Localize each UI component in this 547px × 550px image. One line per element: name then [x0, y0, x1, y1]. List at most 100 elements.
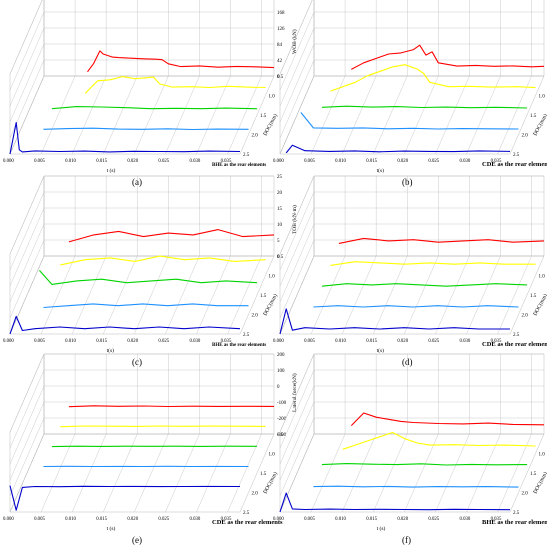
z-gridline-side — [279, 417, 315, 497]
depth-tick-label: 1.0 — [539, 95, 546, 100]
z-tick-label: 84 — [277, 43, 283, 48]
series-line-doc-2-0 — [313, 485, 519, 488]
series-line-doc-1-5 — [321, 283, 528, 287]
x-tick-label: 0.000 — [3, 339, 14, 344]
z-gridline-side — [279, 353, 315, 433]
z-gridline-side — [279, 175, 315, 255]
x-tick-label: 0.020 — [397, 339, 408, 344]
depth-tick-label: 0.5 — [277, 433, 284, 438]
x-gridline — [497, 255, 532, 335]
z-gridline-side — [9, 369, 45, 449]
z-tick-label: 100 — [277, 369, 285, 374]
x-gridline — [71, 433, 107, 513]
x-gridline — [466, 433, 501, 513]
floor-plane — [9, 75, 275, 155]
x-gridline — [134, 255, 169, 335]
x-axis-label: t (s) — [107, 525, 116, 532]
x-gridline — [310, 255, 346, 335]
z-gridline-side — [9, 223, 45, 303]
series-line-doc-2-5 — [279, 492, 511, 513]
panel-label: (e) — [132, 535, 142, 545]
x-gridline — [40, 433, 76, 513]
series-line-doc-1-5 — [321, 105, 528, 109]
z-tick-label: -200 — [277, 417, 287, 422]
z-gridline-side — [9, 0, 43, 75]
z-tick-label: -100 — [277, 401, 287, 406]
panel-label: (f) — [402, 535, 411, 545]
back-wall — [313, 353, 545, 435]
x-gridline — [310, 433, 346, 513]
panel-label: (a) — [132, 177, 142, 187]
z-gridline-side — [279, 191, 315, 271]
back-wall — [43, 175, 275, 257]
rear-elements-note: CDE as the rear elements — [212, 519, 283, 526]
series-line-doc-0-5 — [68, 229, 275, 243]
x-tick-label: 0.030 — [459, 517, 470, 522]
x-gridline — [435, 433, 470, 513]
x-gridline — [435, 255, 470, 335]
z-tick-label: 0 — [277, 75, 280, 80]
x-axis-label: t (s) — [107, 167, 116, 174]
x-gridline — [134, 75, 169, 155]
x-axis-label: t(s) — [377, 347, 385, 354]
depth-tick-label: 2.0 — [252, 492, 259, 497]
x-gridline — [227, 433, 262, 513]
chart-panel-6: 042841261682100.0000.0050.0100.0150.0200… — [273, 353, 547, 545]
series-line-doc-0-5 — [351, 44, 545, 70]
x-tick-label: 0.035 — [221, 339, 232, 344]
x-gridline — [373, 255, 408, 335]
x-tick-label: 0.030 — [189, 517, 200, 522]
x-tick-label: 0.030 — [189, 339, 200, 344]
z-gridline-side — [279, 223, 315, 303]
series-line-doc-1-0 — [60, 425, 266, 428]
x-tick-label: 0.015 — [96, 339, 107, 344]
x-gridline — [466, 75, 501, 155]
x-gridline — [165, 255, 200, 335]
depth-tick-label: 2.5 — [243, 333, 250, 338]
x-axis-label: t (s) — [377, 525, 386, 532]
z-axis-label: TOB (kN·m) — [291, 205, 298, 234]
depth-tick-label: 2.0 — [522, 492, 529, 497]
x-tick-label: 0.025 — [428, 159, 439, 164]
depth-tick-label: 2.5 — [513, 153, 520, 158]
x-tick-label: 0.005 — [34, 159, 45, 164]
x-gridline — [497, 433, 532, 513]
series-line-doc-1-0 — [84, 76, 266, 94]
z-gridline-side — [9, 43, 45, 123]
x-gridline — [341, 75, 377, 155]
z-gridline-side — [279, 0, 313, 75]
z-gridline-side — [9, 207, 45, 287]
z-axis-label: WOB (kN) — [291, 29, 298, 54]
depth-tick-label: 2.0 — [522, 134, 529, 139]
x-tick-label: 0.015 — [366, 339, 377, 344]
x-tick-label: 0.010 — [335, 517, 346, 522]
z-gridline-side — [279, 27, 315, 107]
chart-panel-5: -300 -200 -100 0 100 200 0.000 0.005 0.010 0.015 0… — [3, 353, 298, 545]
x-tick-label: 0.010 — [65, 517, 76, 522]
depth-tick-label: 1.0 — [269, 95, 276, 100]
series-line-doc-2-0 — [43, 303, 249, 309]
x-tick-label: 0.015 — [366, 159, 377, 164]
x-gridline — [103, 255, 138, 335]
series-line-doc-2-0 — [43, 127, 249, 131]
x-gridline — [196, 75, 231, 155]
x-gridline — [196, 255, 231, 335]
x-gridline — [9, 255, 45, 335]
depth-tick-label: 1.5 — [530, 472, 537, 477]
floor-plane — [279, 255, 545, 335]
z-gridline-side — [279, 369, 315, 449]
z-gridline-side — [9, 27, 45, 107]
series-line-doc-2-5 — [9, 485, 241, 511]
z-tick-label: -300 — [277, 433, 287, 438]
series-line-doc-2-0 — [300, 112, 519, 130]
z-tick-label: 15 — [277, 207, 283, 212]
x-tick-label: 0.020 — [127, 517, 138, 522]
x-tick-label: 0.035 — [491, 159, 502, 164]
chart-panel-2: 040801201602000.0000.0050.0100.0150.0200… — [273, 0, 547, 187]
x-gridline — [165, 433, 200, 513]
back-wall — [313, 175, 545, 257]
x-gridline — [227, 255, 262, 335]
x-tick-label: 0.005 — [304, 159, 315, 164]
chart-panel-3: 0 5 10 15 20 25 0.000 0.005 0.010 0.015 0.020 0.025… — [3, 175, 298, 367]
